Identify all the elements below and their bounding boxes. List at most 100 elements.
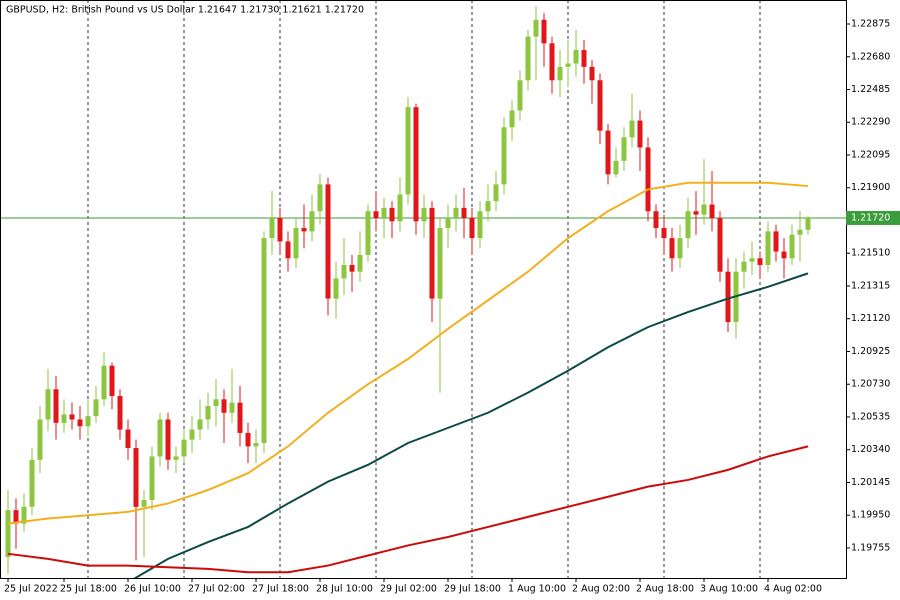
candle-body [389, 207, 395, 222]
y-tick-label: 1.20730 [851, 379, 890, 390]
candle-body [469, 217, 475, 239]
y-tick-label: 1.21900 [851, 182, 890, 193]
candle-body [573, 50, 579, 64]
candle-body [525, 36, 531, 81]
candle-body [373, 211, 379, 218]
candle-body [661, 228, 667, 239]
candle-body [485, 201, 491, 212]
candle-body [725, 271, 731, 323]
candle-body [181, 439, 187, 457]
candle-body [277, 217, 283, 242]
candle-body [173, 456, 179, 460]
candle-body [133, 448, 139, 507]
x-tick-label: 2 Aug 02:00 [572, 584, 630, 595]
candle-body [437, 228, 443, 299]
x-tick-label: 2 Aug 18:00 [636, 584, 694, 595]
candle-body [749, 258, 755, 262]
candle-body [773, 231, 779, 252]
x-tick-label: 25 Jul 18:00 [60, 584, 117, 595]
candle-body [653, 211, 659, 229]
y-tick-label: 1.21315 [851, 280, 890, 291]
x-tick-label: 29 Jul 02:00 [380, 584, 437, 595]
candle-body [365, 211, 371, 255]
y-tick-label: 1.20925 [851, 346, 890, 357]
y-tick-label: 1.22290 [851, 117, 890, 128]
candle-body [533, 19, 539, 37]
candle-body [237, 402, 243, 433]
candle-body [581, 50, 587, 67]
candle-body [269, 217, 275, 239]
moving-average [7, 181, 809, 525]
candle-body [421, 207, 427, 222]
candle-body [589, 66, 595, 81]
candle-body [405, 107, 411, 195]
candle-body [125, 429, 131, 449]
candle-body [149, 456, 155, 501]
candle-body [741, 261, 747, 272]
candle-body [205, 406, 211, 420]
candle-body [229, 402, 235, 413]
candle-body [413, 107, 419, 222]
x-tick-label: 25 Jul 2022 [4, 584, 58, 595]
candle-body [341, 264, 347, 279]
candle-body [429, 207, 435, 299]
candle-body [549, 43, 555, 81]
candle-body [333, 278, 339, 299]
plot-area [1, 1, 846, 578]
candle-body [645, 147, 651, 212]
candle-body [21, 506, 27, 524]
candle-body [685, 211, 691, 239]
candle-body [477, 211, 483, 239]
candle-body [613, 160, 619, 175]
y-tick-label: 1.22095 [851, 149, 890, 160]
candle-body [557, 66, 563, 81]
y-tick-label: 1.21510 [851, 248, 890, 259]
candle-body [757, 258, 763, 265]
candle-body [101, 365, 107, 400]
y-tick-label: 1.20535 [851, 411, 890, 422]
candle-body [117, 395, 123, 430]
candle-body [85, 416, 91, 427]
candle-body [301, 228, 307, 232]
price-label-box [846, 210, 900, 225]
candle-body [197, 419, 203, 430]
candle-body [5, 510, 11, 558]
candle-body [517, 80, 523, 111]
x-tick-label: 3 Aug 10:00 [700, 584, 758, 595]
candle-body [509, 110, 515, 128]
candle-body [213, 399, 219, 407]
y-tick-label: 1.20340 [851, 444, 890, 455]
candle-body [669, 238, 675, 259]
candle-body [309, 211, 315, 232]
x-tick-label: 29 Jul 18:00 [444, 584, 501, 595]
candle-body [317, 184, 323, 212]
candle-body [781, 251, 787, 259]
moving-average [133, 272, 809, 578]
candle-body [77, 419, 83, 427]
x-tick-label: 28 Jul 10:00 [316, 584, 373, 595]
candle-body [53, 389, 59, 423]
candle-body [381, 207, 387, 218]
candle-body [677, 238, 683, 259]
candle-body [693, 211, 699, 215]
candle-body [629, 120, 635, 138]
candle-body [789, 234, 795, 259]
y-tick-label: 1.19755 [851, 542, 890, 553]
candle-body [253, 442, 259, 447]
candle-body [157, 419, 163, 457]
candle-body [717, 217, 723, 272]
candle-body [37, 419, 43, 460]
y-tick-label: 1.21120 [851, 313, 890, 324]
candle-body [709, 204, 715, 218]
candle-body [765, 231, 771, 265]
moving-average [7, 445, 809, 574]
candle-body [141, 500, 147, 507]
candle-body [61, 414, 67, 423]
candle-body [493, 184, 499, 202]
candle-body [797, 229, 803, 235]
x-tick-label: 27 Jul 02:00 [188, 584, 245, 595]
y-tick-label: 1.20145 [851, 477, 890, 488]
candle-body [805, 217, 811, 230]
x-tick-label: 26 Jul 10:00 [124, 584, 181, 595]
